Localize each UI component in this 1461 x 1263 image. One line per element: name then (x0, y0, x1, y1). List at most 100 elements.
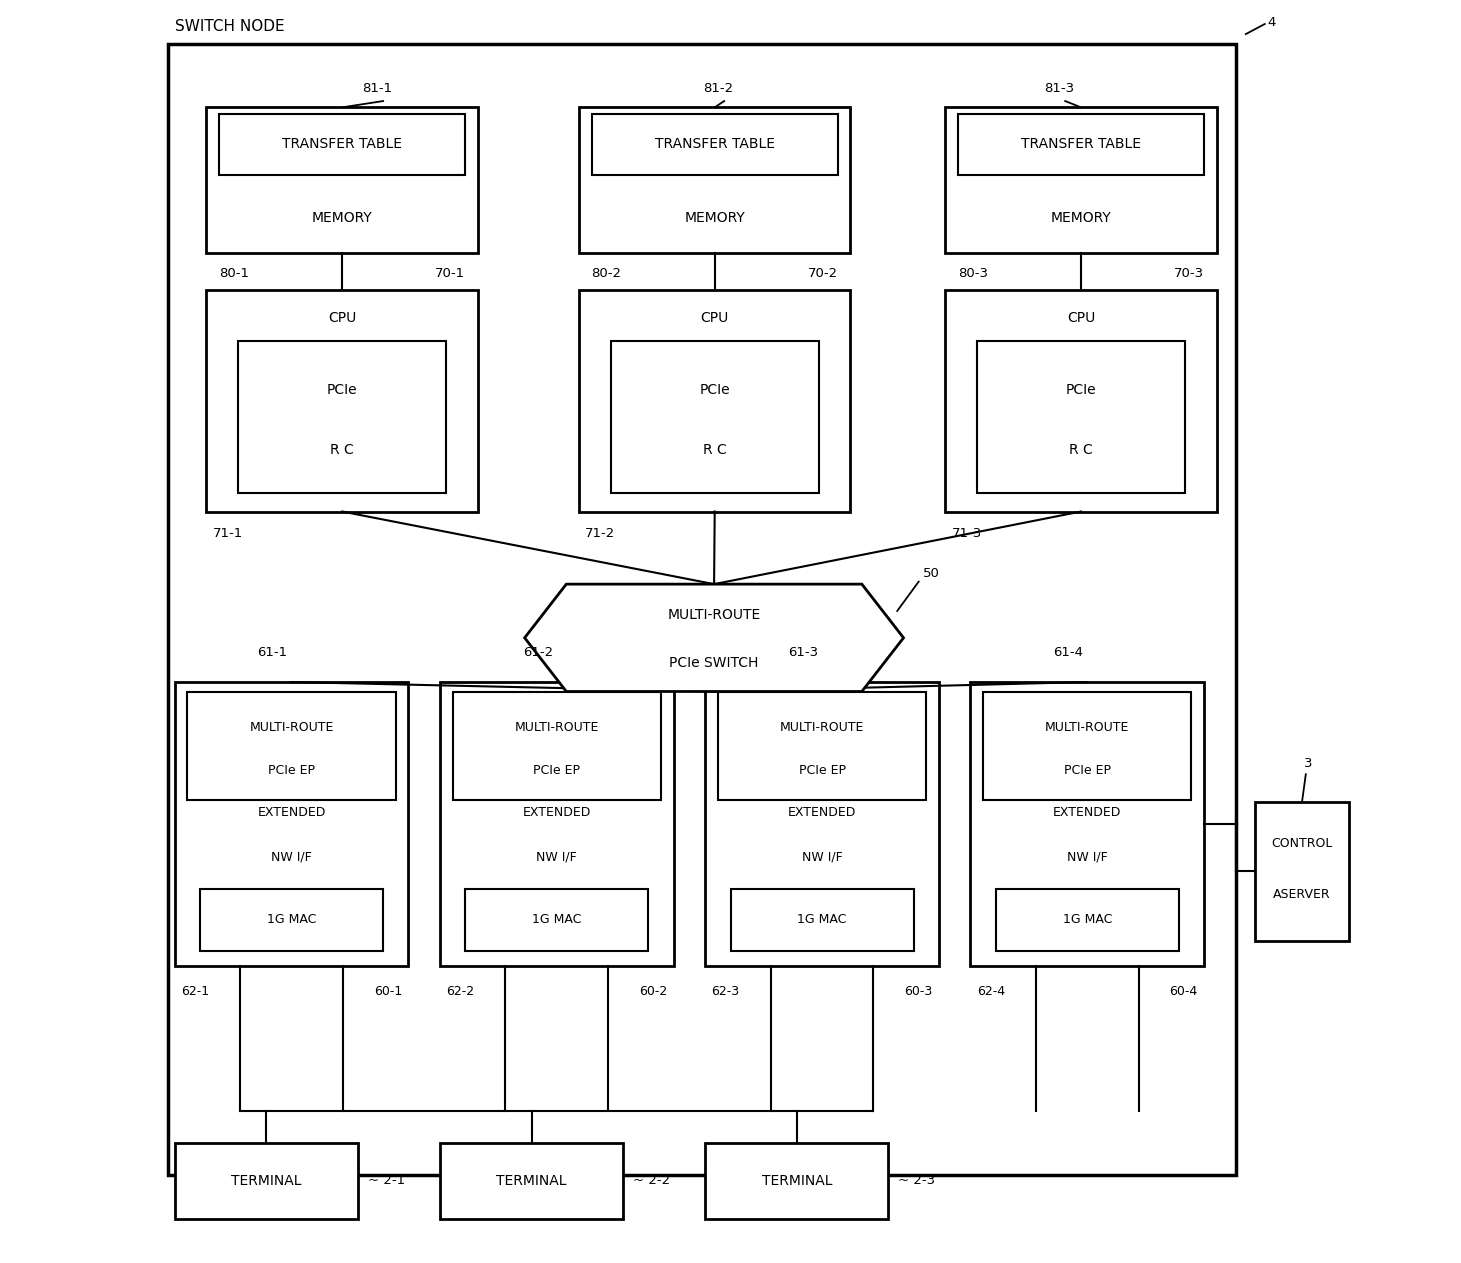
Text: R C: R C (1069, 443, 1093, 457)
Bar (187, 692, 396, 801)
Text: 50: 50 (922, 567, 939, 581)
Text: EXTENDED: EXTENDED (523, 806, 592, 818)
Bar (706, 682, 939, 966)
Text: NW I/F: NW I/F (536, 850, 577, 863)
Text: 61-2: 61-2 (523, 647, 552, 659)
Text: PCIe: PCIe (1065, 383, 1096, 397)
Text: PCIe EP: PCIe EP (269, 764, 316, 778)
Text: SWITCH NODE: SWITCH NODE (175, 19, 285, 34)
Text: 62-3: 62-3 (712, 985, 739, 998)
Text: TRANSFER TABLE: TRANSFER TABLE (655, 138, 774, 152)
Bar (730, 889, 913, 951)
Bar (238, 341, 446, 493)
Text: TRANSFER TABLE: TRANSFER TABLE (1021, 138, 1141, 152)
Bar (717, 692, 926, 801)
Text: 61-4: 61-4 (1053, 647, 1084, 659)
Text: 80-2: 80-2 (592, 268, 621, 280)
Bar (592, 114, 837, 174)
Text: MEMORY: MEMORY (684, 211, 745, 225)
Bar (611, 341, 820, 493)
Bar (945, 290, 1217, 512)
Text: PCIe EP: PCIe EP (799, 764, 846, 778)
Text: 71-2: 71-2 (586, 527, 615, 539)
Text: NW I/F: NW I/F (272, 850, 313, 863)
Text: 60-1: 60-1 (374, 985, 402, 998)
Text: 80-1: 80-1 (219, 268, 248, 280)
Bar (453, 692, 660, 801)
Bar (168, 44, 1236, 1175)
Text: PCIe EP: PCIe EP (533, 764, 580, 778)
Text: 1G MAC: 1G MAC (798, 913, 847, 926)
Text: 71-1: 71-1 (213, 527, 243, 539)
Text: NW I/F: NW I/F (1067, 850, 1107, 863)
Text: 60-2: 60-2 (638, 985, 668, 998)
Text: 62-2: 62-2 (446, 985, 475, 998)
Text: 70-2: 70-2 (808, 268, 837, 280)
Text: EXTENDED: EXTENDED (257, 806, 326, 818)
Text: PCIe: PCIe (700, 383, 730, 397)
Text: TERMINAL: TERMINAL (497, 1173, 567, 1188)
Bar (175, 682, 409, 966)
Text: TERMINAL: TERMINAL (231, 1173, 301, 1188)
Bar (1255, 802, 1350, 941)
Text: 62-1: 62-1 (181, 985, 209, 998)
Text: 60-3: 60-3 (904, 985, 932, 998)
Text: TERMINAL: TERMINAL (761, 1173, 833, 1188)
Text: ~ 2-2: ~ 2-2 (633, 1175, 671, 1187)
Text: MEMORY: MEMORY (1050, 211, 1112, 225)
Text: PCIe: PCIe (327, 383, 358, 397)
Text: CPU: CPU (1067, 311, 1096, 326)
Bar (970, 682, 1204, 966)
Text: 70-3: 70-3 (1175, 268, 1204, 280)
Text: 62-4: 62-4 (977, 985, 1005, 998)
Bar (706, 1143, 888, 1219)
Text: 70-1: 70-1 (435, 268, 465, 280)
Bar (175, 1143, 358, 1219)
Bar (579, 290, 850, 512)
Bar (440, 682, 674, 966)
Text: R C: R C (703, 443, 726, 457)
Bar (200, 889, 383, 951)
Bar (465, 889, 649, 951)
Text: 61-1: 61-1 (257, 647, 288, 659)
Text: CONTROL: CONTROL (1271, 837, 1332, 850)
Text: EXTENDED: EXTENDED (787, 806, 856, 818)
Bar (579, 107, 850, 253)
Text: TRANSFER TABLE: TRANSFER TABLE (282, 138, 402, 152)
Text: ~ 2-3: ~ 2-3 (899, 1175, 935, 1187)
Text: 71-3: 71-3 (951, 527, 982, 539)
Text: EXTENDED: EXTENDED (1053, 806, 1122, 818)
Text: 1G MAC: 1G MAC (267, 913, 316, 926)
Text: 1G MAC: 1G MAC (1062, 913, 1112, 926)
Text: 81-1: 81-1 (362, 82, 392, 95)
Bar (206, 107, 478, 253)
Bar (206, 290, 478, 512)
Text: CPU: CPU (701, 311, 729, 326)
Text: ~ 2-1: ~ 2-1 (368, 1175, 405, 1187)
Text: MULTI-ROUTE: MULTI-ROUTE (1045, 721, 1129, 734)
Text: PCIe SWITCH: PCIe SWITCH (669, 655, 758, 671)
Polygon shape (524, 584, 903, 692)
Bar (977, 341, 1185, 493)
Text: 80-3: 80-3 (958, 268, 988, 280)
Text: MEMORY: MEMORY (311, 211, 373, 225)
Text: MULTI-ROUTE: MULTI-ROUTE (780, 721, 865, 734)
Bar (996, 889, 1179, 951)
Bar (945, 107, 1217, 253)
Text: MULTI-ROUTE: MULTI-ROUTE (250, 721, 333, 734)
Text: R C: R C (330, 443, 354, 457)
Text: 61-3: 61-3 (787, 647, 818, 659)
Text: 1G MAC: 1G MAC (532, 913, 581, 926)
Text: NW I/F: NW I/F (802, 850, 843, 863)
Bar (440, 1143, 624, 1219)
Bar (983, 692, 1192, 801)
Text: 60-4: 60-4 (1170, 985, 1198, 998)
Text: 81-2: 81-2 (703, 82, 733, 95)
Text: 3: 3 (1305, 758, 1312, 770)
Text: 4: 4 (1267, 16, 1275, 29)
Text: MULTI-ROUTE: MULTI-ROUTE (514, 721, 599, 734)
Text: PCIe EP: PCIe EP (1064, 764, 1110, 778)
Text: ASERVER: ASERVER (1273, 888, 1331, 901)
Text: CPU: CPU (329, 311, 356, 326)
Bar (958, 114, 1204, 174)
